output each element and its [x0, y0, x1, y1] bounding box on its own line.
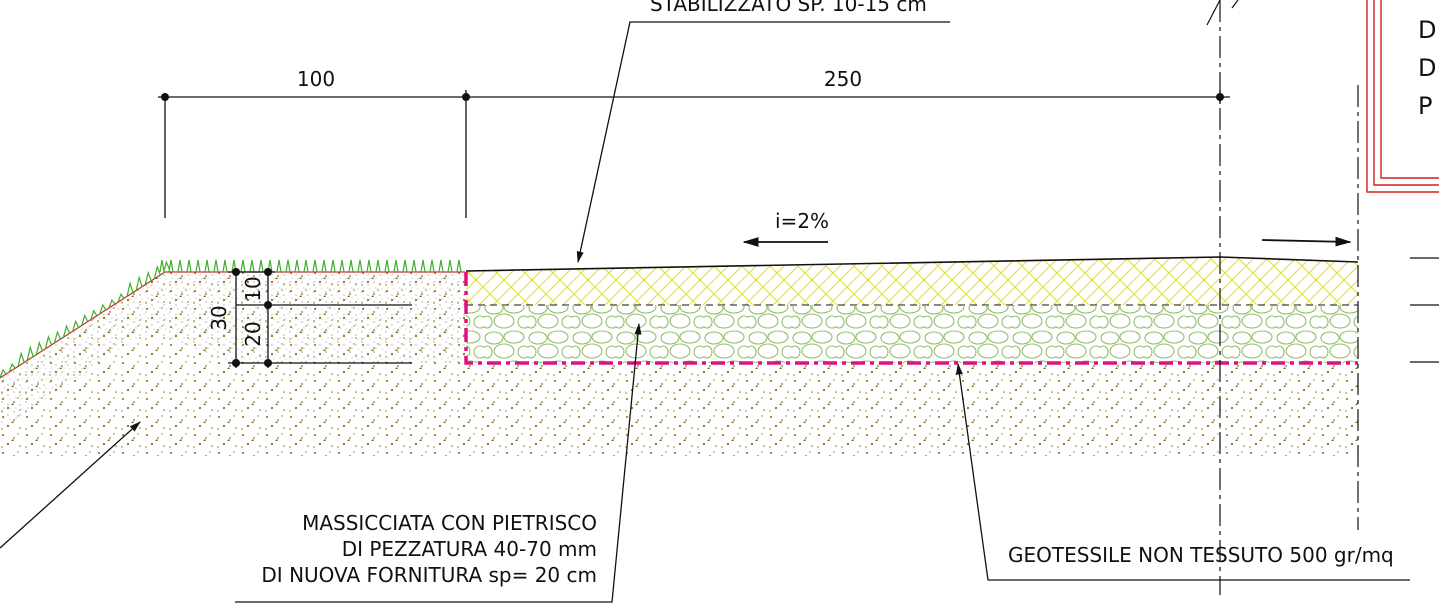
note-box-line1: D [1418, 16, 1436, 44]
massicciata-layer [466, 305, 1358, 363]
layer-thickness-dimension [228, 268, 412, 368]
massicciata-label-line2: DI PEZZATURA 40-70 mm [342, 537, 597, 561]
topsoil-layer [0, 272, 465, 430]
note-box [1366, 0, 1439, 193]
stabilizzato-label: STABILIZZATO SP. 10-15 cm [650, 0, 927, 16]
top-dimension [158, 90, 1230, 218]
grass-tufts [0, 259, 462, 379]
dimension-10-label: 10 [241, 276, 265, 301]
massicciata-label-line1: MASSICCIATA CON PIETRISCO [302, 511, 597, 535]
dimension-100-label: 100 [297, 67, 335, 91]
note-box-line3: P [1418, 92, 1432, 120]
dimension-30-label: 30 [207, 305, 231, 330]
geotextile-line [464, 272, 1358, 365]
stabilizzato-layer [466, 257, 1358, 305]
massicciata-label-line3: DI NUOVA FORNITURA sp= 20 cm [261, 563, 597, 587]
geotessile-label: GEOTESSILE NON TESSUTO 500 gr/mq [1008, 543, 1394, 567]
dimension-20-label: 20 [241, 321, 265, 346]
dimension-250-label: 250 [824, 67, 862, 91]
note-box-line2: D [1418, 54, 1436, 82]
slope-label: i=2% [775, 209, 829, 233]
